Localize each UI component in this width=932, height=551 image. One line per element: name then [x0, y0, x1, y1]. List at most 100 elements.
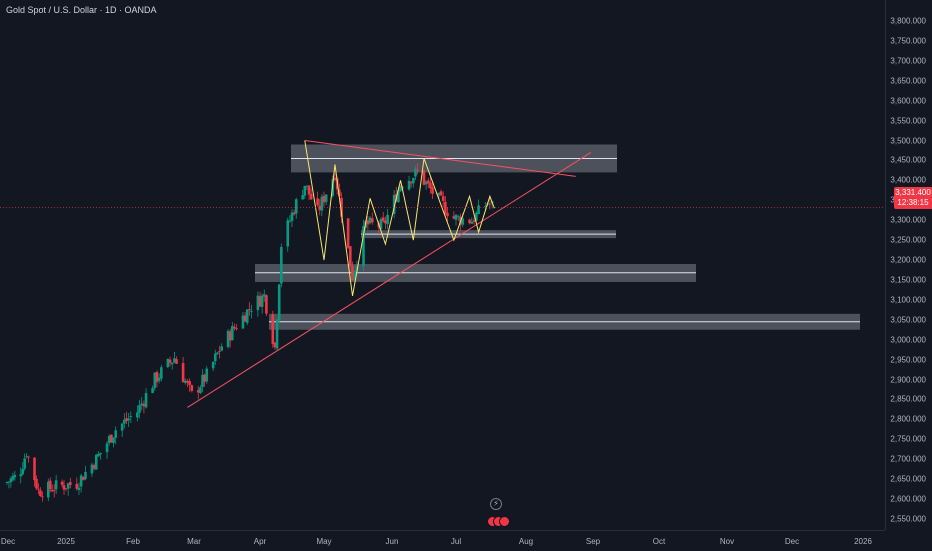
candle-body — [25, 456, 28, 458]
trendlines — [187, 140, 592, 408]
candle-body — [368, 217, 372, 224]
candle-body — [228, 331, 232, 341]
candle-body — [226, 330, 230, 347]
candle-body — [273, 342, 277, 348]
candle-body — [241, 315, 245, 329]
candle-body — [366, 220, 370, 225]
candle-body — [201, 374, 204, 388]
candle-body — [355, 265, 359, 271]
candle-body — [290, 212, 294, 221]
earnings-event-icon[interactable] — [499, 516, 510, 527]
candle-body — [468, 219, 471, 224]
candle-body — [114, 430, 118, 438]
candle-body — [353, 271, 357, 281]
price-axis[interactable]: 3,800.000 3,750.000 3,700.000 3,650.000 3,60… — [885, 0, 932, 530]
candle-body — [66, 483, 70, 489]
candle-body — [416, 169, 419, 171]
candle-body — [407, 180, 411, 190]
candle-body — [183, 380, 187, 383]
candle-body — [120, 423, 124, 431]
candle-body — [11, 476, 15, 480]
candle-body — [248, 308, 251, 310]
candle-body — [305, 185, 309, 187]
price-tick-label: 3,100.000 — [890, 295, 926, 305]
candle-body — [54, 480, 58, 490]
candle-body — [186, 380, 189, 383]
candle-body — [90, 464, 94, 474]
candle-body — [84, 471, 87, 480]
candle-body — [170, 362, 174, 365]
price-tick-label: 3,550.000 — [890, 116, 926, 126]
bar-countdown: 12:38:15 — [897, 198, 929, 207]
candle-body — [77, 487, 81, 490]
price-tick-label: 2,900.000 — [890, 375, 926, 385]
price-tick-label: 3,750.000 — [890, 36, 926, 46]
candle-body — [265, 295, 268, 314]
lightning-icon[interactable]: ⚡ — [490, 498, 502, 510]
candle-body — [288, 220, 292, 222]
candle-body — [386, 214, 389, 224]
candle-body — [294, 199, 298, 214]
candle-body — [33, 457, 36, 481]
time-tick-label: Dec — [784, 537, 800, 546]
time-tick-label: Oct — [652, 537, 666, 546]
candle-body — [397, 190, 400, 202]
time-tick-label: May — [316, 537, 332, 546]
candle-body — [205, 368, 209, 382]
candle-body — [52, 490, 56, 492]
candle-body — [324, 194, 328, 202]
price-tick-label: 3,500.000 — [890, 136, 926, 146]
event-markers[interactable]: ⚡ — [484, 498, 510, 530]
candle-body — [127, 418, 130, 421]
price-tick-label: 3,650.000 — [890, 76, 926, 86]
candle-body — [235, 328, 238, 330]
candle-body — [112, 437, 115, 444]
candle-body — [456, 216, 460, 217]
candle-body — [262, 294, 266, 297]
candle-body — [81, 476, 85, 481]
symbol-title[interactable]: Gold Spot / U.S. Dollar · 1D · OANDA — [6, 5, 157, 15]
price-chart[interactable] — [0, 0, 885, 530]
last-price-value: 3,331.400 — [895, 188, 931, 197]
candle-body — [211, 361, 215, 369]
candle-body — [475, 212, 478, 221]
price-tick-label: 3,000.000 — [890, 335, 926, 345]
price-tick-label: 3,600.000 — [890, 96, 926, 106]
candle-body — [349, 246, 352, 267]
candle-body — [484, 206, 487, 207]
time-tick-label: Apr — [253, 537, 267, 546]
candle-body — [292, 212, 296, 215]
time-tick-label: 2026 — [854, 537, 872, 546]
price-tick-label: 3,450.000 — [890, 155, 926, 165]
candle-body — [275, 319, 279, 349]
candle-body — [216, 352, 219, 354]
candle-body — [196, 390, 200, 393]
candle-body — [307, 185, 311, 195]
candle-body — [41, 496, 44, 498]
time-axis[interactable]: Dec 2025 Feb Mar Apr May Jun Jul Aug Sep Oct Nov Dec… — [0, 530, 885, 551]
candle-body — [384, 220, 387, 224]
candle-body — [142, 403, 146, 407]
candle-body — [48, 480, 52, 490]
candle-body — [157, 377, 161, 381]
candle-body — [437, 192, 441, 196]
candle-body — [439, 191, 443, 196]
candle-body — [381, 217, 385, 222]
candle-body — [129, 416, 133, 418]
price-tick-label: 2,650.000 — [890, 474, 926, 484]
candle-body — [213, 353, 217, 362]
candle-body — [250, 310, 253, 312]
candle-body — [136, 412, 139, 418]
candle-body — [309, 193, 313, 200]
time-tick-label: Aug — [518, 537, 534, 546]
candle-body — [155, 372, 159, 382]
candle-body — [379, 219, 383, 229]
candle-body — [338, 189, 341, 197]
candle-body — [153, 372, 157, 389]
candle-body — [69, 482, 72, 485]
candle-body — [340, 197, 343, 217]
candle-body — [316, 198, 319, 206]
trendline — [304, 140, 576, 177]
price-tick-label: 3,800.000 — [890, 16, 926, 26]
candle-body — [245, 309, 249, 323]
